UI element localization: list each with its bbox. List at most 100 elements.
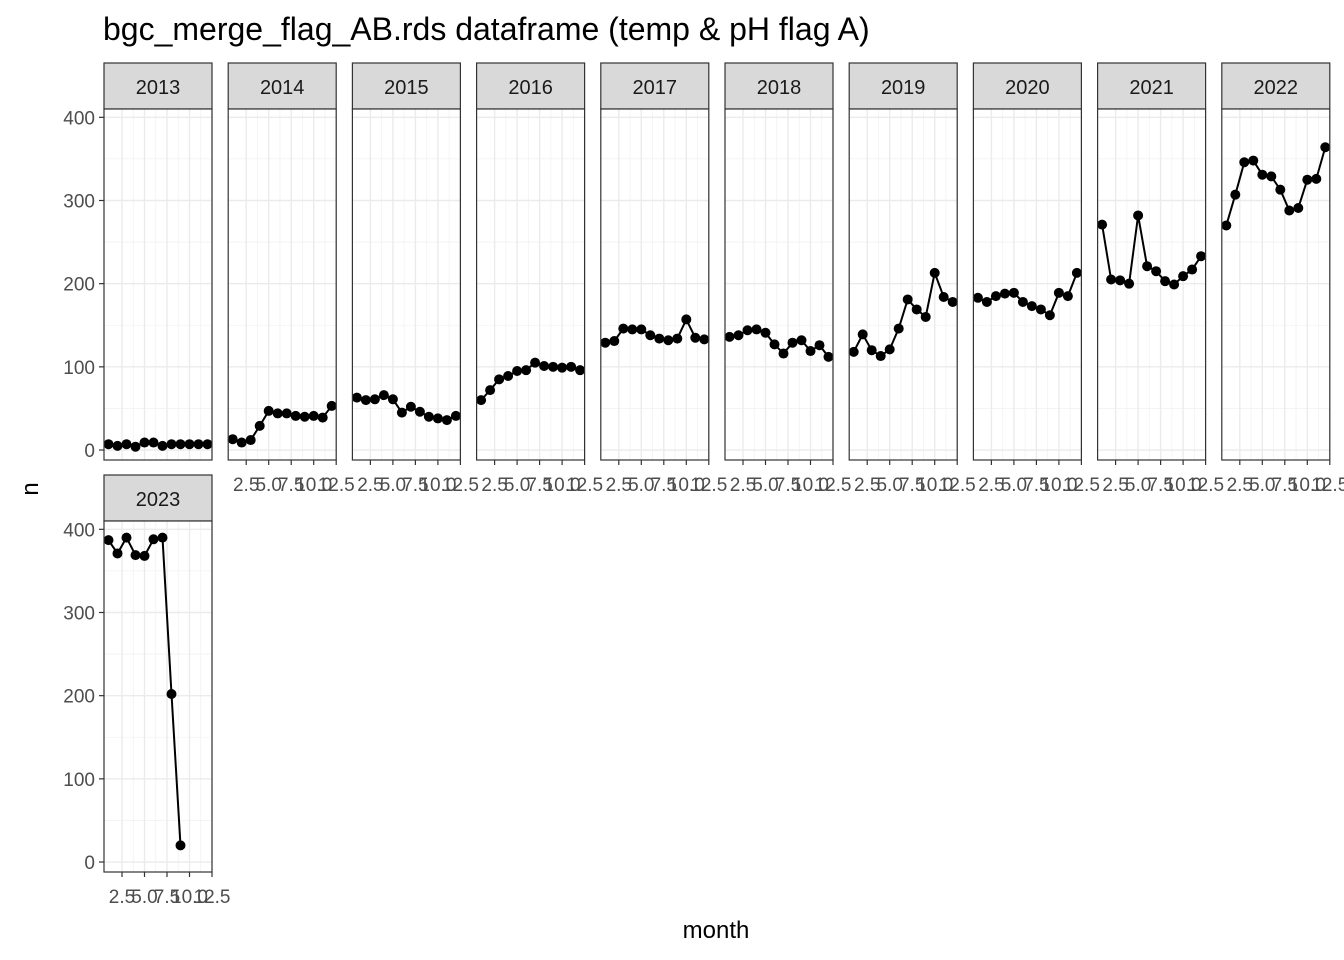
data-point: [503, 370, 514, 381]
data-point: [972, 292, 983, 303]
data-point: [175, 840, 186, 851]
x-tick-label: 10.0: [295, 475, 332, 496]
facet-panel-2019: 2019 2.55.07.510.012.5: [848, 62, 976, 496]
x-tick-label: 2.5: [109, 887, 135, 908]
panel-border: [1221, 108, 1331, 461]
data-point: [1071, 267, 1082, 278]
x-tick-label: 5.0: [1125, 475, 1151, 496]
x-tick-label: 5.0: [1001, 475, 1027, 496]
data-point: [1187, 264, 1198, 275]
x-tick-label: 10.0: [1040, 475, 1077, 496]
data-point: [1196, 251, 1207, 262]
panel-border: [972, 108, 1083, 461]
facet-strip: [227, 62, 337, 110]
data-point: [1230, 189, 1241, 200]
x-tick-label: 2.5: [730, 475, 756, 496]
panel-border: [724, 108, 834, 461]
data-point: [990, 291, 1001, 302]
data-point: [193, 439, 204, 450]
data-point: [539, 361, 550, 372]
data-point: [1320, 142, 1331, 153]
x-tick-label: 2.5: [606, 475, 632, 496]
data-point: [290, 410, 301, 421]
panel-background: [973, 109, 1082, 460]
x-tick-label: 10.0: [544, 475, 581, 496]
data-point: [920, 311, 931, 322]
data-point: [875, 351, 886, 362]
data-point: [405, 401, 416, 412]
x-tick-label: 7.5: [899, 475, 925, 496]
data-point: [1266, 171, 1277, 182]
data-point: [432, 413, 443, 424]
data-point: [130, 441, 141, 452]
facet-strip: [103, 62, 213, 110]
data-point: [911, 304, 922, 315]
data-point: [557, 362, 568, 373]
data-point: [166, 689, 177, 700]
data-point: [902, 294, 913, 305]
data-point: [1035, 304, 1046, 315]
facet-strip: [972, 62, 1083, 110]
data-point: [609, 336, 620, 347]
data-point: [1008, 287, 1019, 298]
data-point: [699, 334, 710, 345]
facet-strip-label: 2013: [136, 77, 181, 99]
data-point: [769, 339, 780, 350]
data-point: [690, 332, 701, 343]
data-point: [1026, 301, 1037, 312]
facet-strip: [1221, 62, 1331, 110]
x-tick-label: 12.5: [194, 887, 231, 908]
data-point: [760, 327, 771, 338]
data-point: [1151, 266, 1162, 277]
data-point: [548, 361, 559, 372]
data-point: [485, 385, 496, 396]
data-point: [938, 291, 949, 302]
data-point: [121, 532, 132, 543]
data-point: [575, 365, 586, 376]
data-point: [947, 296, 958, 307]
x-tick-label: 5.0: [255, 475, 281, 496]
data-point: [272, 408, 283, 419]
data-point: [139, 437, 150, 448]
x-tick-label: 12.5: [939, 475, 976, 496]
x-tick-label: 12.5: [442, 475, 479, 496]
facet-strip-label: 2018: [757, 77, 802, 99]
data-point: [157, 440, 168, 451]
data-point: [227, 434, 238, 445]
data-point: [636, 324, 647, 335]
facet-strip-label: 2016: [508, 77, 553, 99]
x-tick-label: 7.5: [278, 475, 304, 496]
data-point: [733, 330, 744, 341]
panel-background: [725, 109, 833, 460]
data-point: [1142, 261, 1153, 272]
x-tick-label: 10.0: [171, 887, 208, 908]
facet-strip-label: 2022: [1254, 77, 1299, 99]
facet-strip-label: 2015: [384, 77, 429, 99]
data-point: [645, 330, 656, 341]
data-point: [981, 296, 992, 307]
data-point: [724, 331, 735, 342]
y-tick-label: 300: [63, 603, 95, 624]
y-tick-label: 400: [63, 108, 95, 129]
y-tick-label: 300: [63, 191, 95, 212]
facet-strip-label: 2021: [1129, 77, 1174, 99]
facet-panel-2021: 2021 2.55.07.510.012.5: [1096, 62, 1224, 496]
data-point: [112, 440, 123, 451]
panel-background: [104, 521, 212, 872]
data-point: [103, 439, 114, 450]
y-axis-title: n: [17, 482, 44, 495]
x-tick-label: 10.0: [1289, 475, 1326, 496]
y-tick-label: 400: [63, 520, 95, 541]
x-tick-label: 10.0: [419, 475, 456, 496]
x-tick-label: 7.5: [154, 887, 180, 908]
data-point: [476, 395, 487, 406]
data-point: [796, 335, 807, 346]
panel-border: [1096, 108, 1207, 461]
data-point: [1284, 205, 1295, 216]
data-point: [494, 374, 505, 385]
x-tick-label: 5.0: [380, 475, 406, 496]
y-tick-label: 0: [84, 853, 95, 874]
data-point: [351, 392, 362, 403]
x-tick-label: 5.0: [876, 475, 902, 496]
facet-panel-2015: 2015 2.55.07.510.012.5: [351, 62, 479, 496]
